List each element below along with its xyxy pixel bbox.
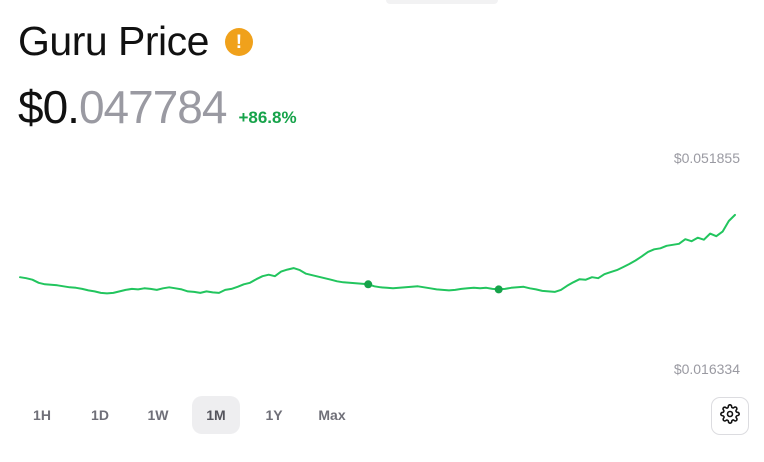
chart-event-marker-1[interactable] (364, 280, 373, 289)
range-1d-button[interactable]: 1D (76, 396, 124, 434)
title-row: Guru Price ! (18, 14, 253, 68)
range-1m-button[interactable]: 1M (192, 396, 240, 434)
range-1y-button[interactable]: 1Y (250, 396, 298, 434)
price-integer: $0. (18, 81, 80, 133)
warning-icon[interactable]: ! (224, 28, 253, 56)
chart-settings-button[interactable] (711, 397, 749, 435)
page-title: Guru Price (18, 17, 209, 64)
chart-event-marker-2[interactable] (494, 285, 503, 294)
price-change-badge: +86.8% (238, 108, 297, 127)
price-row: $0. 047784 +86.8% (18, 84, 297, 138)
top-handle (386, 0, 498, 4)
gear-icon (720, 403, 740, 429)
price-decimals: 047784 (78, 81, 227, 133)
chart-max-label: $0.051855 (673, 150, 740, 166)
range-1w-button[interactable]: 1W (134, 396, 182, 434)
price-chart-svg (19, 213, 736, 295)
chart-min-label: $0.016334 (673, 361, 740, 377)
range-1h-button[interactable]: 1H (18, 396, 66, 434)
range-max-button[interactable]: Max (308, 396, 356, 434)
price-line (19, 213, 736, 295)
time-range-selector: 1H 1D 1W 1M 1Y Max (18, 396, 356, 434)
price-chart[interactable]: $0.051855 $0.016334 (0, 145, 764, 385)
